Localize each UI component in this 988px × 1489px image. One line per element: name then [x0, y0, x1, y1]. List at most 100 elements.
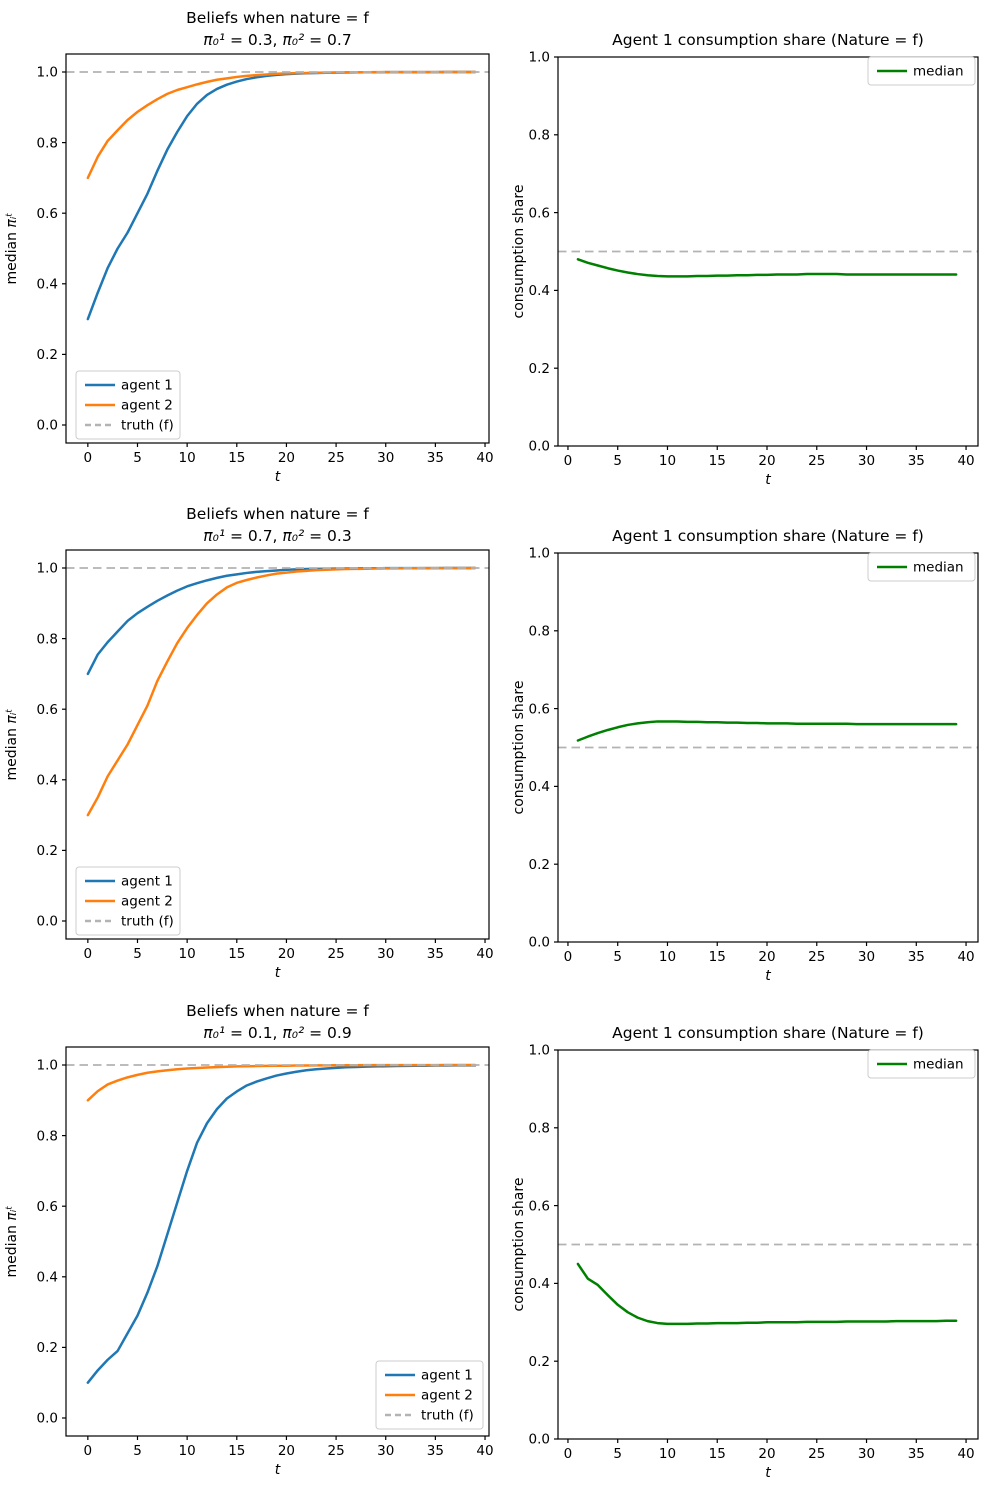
- y-tick-label: 0.6: [529, 205, 550, 221]
- chart-consumption-row2: 0 5 10 15 20 25 30 35 40 0.0 0.2 0.4 0.6 0.8 1.0 Agent …: [510, 496, 988, 992]
- plot-frame: [557, 1049, 979, 1440]
- x-tick-label: 5: [133, 450, 142, 466]
- x-axis-label: t: [765, 968, 771, 984]
- y-tick-label: 1.0: [37, 1058, 58, 1074]
- y-tick-label: 0.6: [37, 206, 58, 222]
- chart-subtitle: π₀¹ = 0.7, π₀² = 0.3: [203, 527, 351, 545]
- y-tick-label: 0.0: [37, 914, 58, 930]
- y-tick-label: 0.0: [529, 439, 550, 455]
- x-tick-label: 0: [84, 450, 93, 466]
- plot-frame: [557, 552, 979, 943]
- x-tick-label: 40: [476, 450, 493, 466]
- y-tick-label: 0.2: [37, 843, 58, 859]
- x-tick-label: 30: [377, 946, 394, 962]
- y-tick-label: 0.4: [37, 772, 58, 788]
- agent-1-line: [86, 1064, 477, 1384]
- x-tick-label: 40: [957, 949, 974, 965]
- x-tick-label: 40: [476, 946, 493, 962]
- y-axis-label: consumption share: [511, 185, 527, 319]
- plot-frame: [65, 549, 490, 940]
- x-tick-label: 20: [758, 949, 775, 965]
- y-tick-label: 1.0: [529, 50, 550, 66]
- agent-2-line: [86, 1063, 477, 1102]
- x-tick-label: 10: [659, 949, 676, 965]
- y-tick-label: 0.0: [529, 935, 550, 951]
- x-axis-label: t: [275, 965, 281, 981]
- y-tick-label: 0.0: [37, 418, 58, 434]
- x-tick-label: 10: [179, 1443, 196, 1459]
- legend-label: agent 1: [421, 1368, 473, 1384]
- y-tick-label: 1.0: [529, 1043, 550, 1059]
- legend-label: agent 2: [421, 1388, 473, 1404]
- chart-title: Beliefs when nature = f: [186, 505, 369, 523]
- x-tick-label: 15: [228, 946, 245, 962]
- legend-label: median: [913, 1057, 964, 1073]
- y-tick-label: 0.6: [529, 701, 550, 717]
- y-tick-label: 0.2: [529, 857, 550, 873]
- legend-frame: [375, 1360, 484, 1430]
- y-tick-label: 0.8: [529, 128, 550, 144]
- x-tick-label: 15: [228, 1443, 245, 1459]
- legend: median: [867, 1049, 976, 1079]
- agent-1-line: [86, 566, 477, 676]
- legend-frame: [75, 370, 181, 440]
- x-tick-label: 20: [758, 1446, 775, 1462]
- y-tick-label: 0.4: [529, 283, 550, 299]
- legend-label: agent 2: [121, 398, 173, 414]
- agent-1-line: [86, 70, 477, 321]
- x-tick-label: 0: [564, 453, 573, 469]
- x-tick-label: 25: [808, 949, 825, 965]
- chart-title: Agent 1 consumption share (Nature = f): [612, 1024, 924, 1042]
- x-tick-label: 10: [659, 453, 676, 469]
- x-tick-label: 35: [908, 949, 925, 965]
- x-tick-label: 10: [659, 1446, 676, 1462]
- x-tick-label: 30: [377, 450, 394, 466]
- x-tick-label: 20: [758, 453, 775, 469]
- chart-title: Beliefs when nature = f: [186, 9, 369, 27]
- legend-frame: [867, 1049, 976, 1079]
- y-tick-label: 0.8: [37, 1128, 58, 1144]
- x-tick-label: 5: [613, 453, 622, 469]
- x-tick-label: 5: [613, 1446, 622, 1462]
- x-tick-label: 15: [709, 453, 726, 469]
- y-tick-label: 0.4: [37, 276, 58, 292]
- y-tick-label: 1.0: [529, 546, 550, 562]
- legend-label: median: [913, 560, 964, 576]
- chart-consumption-row1: 0 5 10 15 20 25 30 35 40 0.0 0.2 0.4 0.6 0.8 1.0 Agent …: [510, 0, 988, 496]
- y-tick-label: 1.0: [37, 561, 58, 577]
- agent-2-line: [86, 70, 477, 180]
- x-tick-label: 25: [327, 450, 344, 466]
- chart-title: Beliefs when nature = f: [186, 1002, 369, 1020]
- x-tick-label: 30: [858, 1446, 875, 1462]
- x-tick-label: 5: [613, 949, 622, 965]
- y-tick-label: 0.6: [37, 1199, 58, 1215]
- y-tick-label: 0.2: [529, 1354, 550, 1370]
- plot-frame: [65, 1046, 490, 1437]
- x-tick-label: 35: [908, 453, 925, 469]
- x-tick-label: 20: [278, 1443, 295, 1459]
- y-axis-label: consumption share: [511, 681, 527, 815]
- x-tick-label: 25: [327, 946, 344, 962]
- x-tick-label: 25: [808, 453, 825, 469]
- y-axis-label: median πᵢᵗ: [4, 1206, 20, 1278]
- y-tick-label: 0.4: [529, 779, 550, 795]
- x-tick-label: 35: [427, 450, 444, 466]
- legend-label: agent 2: [121, 894, 173, 910]
- legend-label: median: [913, 64, 964, 80]
- y-axis-label: median πᵢᵗ: [4, 709, 20, 781]
- median-line: [576, 258, 958, 278]
- legend: agent 1 agent 2 truth (f): [375, 1360, 484, 1430]
- y-tick-label: 0.8: [37, 135, 58, 151]
- chart-beliefs-row2: 0 5 10 15 20 25 30 35 40 0.0 0.2 0.4 0.6 0.8 1.0 Belief…: [0, 496, 510, 992]
- legend-label: truth (f): [121, 914, 174, 930]
- chart-title: Agent 1 consumption share (Nature = f): [612, 527, 924, 545]
- y-tick-label: 0.8: [529, 1121, 550, 1137]
- x-tick-label: 10: [179, 450, 196, 466]
- legend-frame: [867, 56, 976, 86]
- x-tick-label: 15: [228, 450, 245, 466]
- chart-beliefs-row1: 0 5 10 15 20 25 30 35 40 0.0 0.2 0.4 0.6 0.8 1.0 Belief…: [0, 0, 510, 496]
- x-tick-label: 40: [476, 1443, 493, 1459]
- x-axis-label: t: [275, 1462, 281, 1478]
- y-tick-label: 1.0: [37, 65, 58, 81]
- y-tick-label: 0.8: [37, 631, 58, 647]
